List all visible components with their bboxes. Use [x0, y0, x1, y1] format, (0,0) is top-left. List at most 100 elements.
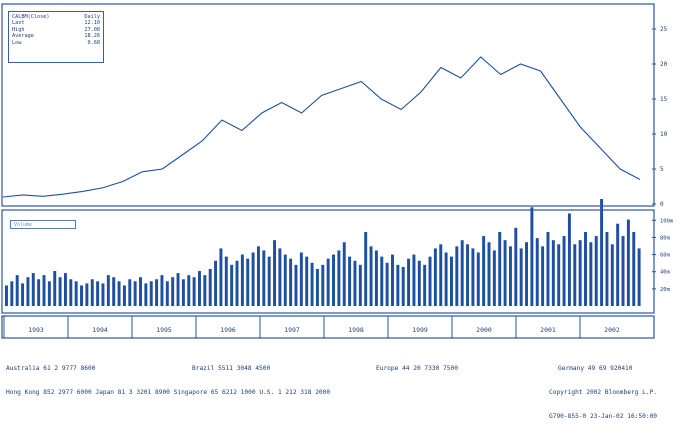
volume-bar	[374, 250, 378, 306]
footer-contact: Brazil 5511 3048 4500	[192, 365, 271, 372]
volume-bar	[476, 252, 480, 306]
volume-bar	[256, 246, 260, 306]
footer-contact: Germany 49 69 920410	[558, 365, 633, 372]
volume-bar	[203, 275, 207, 306]
volume-bar	[487, 242, 491, 306]
volume-bar	[198, 271, 201, 306]
volume-y-tick-label: 100m	[660, 218, 674, 224]
volume-bar	[90, 279, 94, 306]
volume-bar	[471, 248, 475, 306]
volume-bar	[535, 238, 539, 306]
volume-bar	[176, 273, 180, 306]
year-axis: 1993 1994 1995 1996 1997 1998 1999 2000 2001 2002	[3, 316, 620, 338]
volume-bar	[47, 281, 51, 306]
price-y-tick-label: 5	[660, 166, 664, 173]
volume-bar	[551, 240, 555, 306]
volume-bar	[278, 248, 282, 306]
volume-bar	[428, 256, 432, 306]
volume-bar	[112, 277, 116, 306]
volume-bar	[407, 258, 411, 306]
volume-bar	[289, 258, 293, 306]
volume-bar	[605, 231, 609, 306]
legend-row: Last 12.10	[12, 20, 100, 26]
volume-bar	[417, 260, 421, 306]
volume-bar	[449, 256, 453, 306]
volume-bar	[353, 260, 357, 306]
volume-bar	[224, 256, 228, 306]
volume-bar	[96, 281, 100, 306]
volume-bar	[498, 231, 502, 306]
volume-bar	[315, 268, 319, 306]
year-label: 1998	[348, 326, 364, 334]
legend-label: Last	[12, 20, 25, 27]
year-label: 2001	[540, 326, 556, 334]
legend-value: 12.10	[84, 20, 100, 27]
legend-label: High	[12, 26, 25, 33]
volume-bar	[117, 281, 121, 306]
volume-bar	[326, 258, 330, 306]
volume-bar	[122, 285, 126, 306]
volume-bar	[364, 231, 368, 306]
volume-bar	[128, 279, 132, 306]
volume-bar	[246, 258, 250, 306]
volume-bar	[321, 264, 325, 306]
volume-bar	[187, 275, 191, 306]
volume-bar	[299, 252, 303, 306]
volume-bar	[348, 256, 352, 306]
volume-y-tick-label: 20m	[660, 287, 671, 293]
volume-bar	[455, 246, 459, 306]
volume-bar	[31, 273, 35, 306]
price-panel-frame	[1, 3, 655, 207]
volume-bar	[610, 244, 614, 306]
volume-bar	[283, 254, 287, 306]
volume-bar	[133, 281, 137, 306]
volume-bar	[305, 256, 309, 306]
year-label: 1995	[156, 326, 172, 334]
volume-bar	[310, 262, 314, 306]
volume-bar	[508, 246, 512, 306]
footer-copyright: Copyright 2002 Bloomberg L.P.	[549, 389, 658, 396]
volume-bar	[557, 244, 561, 306]
volume-bar	[42, 275, 46, 306]
volume-bars	[5, 199, 641, 306]
volume-bar	[573, 244, 577, 306]
year-label: 1994	[92, 326, 108, 334]
price-y-tick-label: 0	[660, 201, 664, 208]
volume-bar	[594, 236, 598, 306]
volume-bar	[514, 227, 518, 306]
volume-bar	[262, 250, 266, 306]
volume-bar	[214, 260, 218, 306]
price-y-tick-label: 25	[660, 26, 668, 33]
volume-bar	[380, 256, 384, 306]
volume-bar	[503, 240, 507, 306]
volume-bar	[332, 254, 335, 306]
volume-bar	[149, 281, 153, 306]
legend-value: 18.26	[84, 33, 100, 40]
volume-bar	[358, 264, 362, 306]
volume-bar	[80, 285, 84, 306]
legend-label: CALBM(Close)	[12, 14, 50, 20]
footer-contact: Hong Kong 852 2977 6000 Japan 81 3 3201 …	[6, 389, 331, 396]
volume-bar	[139, 277, 142, 306]
legend-row: High 27.08	[12, 27, 100, 33]
volume-bar	[69, 279, 73, 306]
chart-legend: CALBM(Close) Daily Last 12.10 High 27.08 Av…	[8, 11, 104, 63]
volume-bar	[412, 254, 416, 306]
volume-bar	[444, 252, 448, 306]
volume-bar	[21, 283, 25, 306]
volume-panel-frame	[1, 209, 655, 314]
volume-bar	[219, 248, 223, 306]
volume-bar	[396, 264, 400, 306]
volume-bar	[562, 236, 566, 306]
volume-bar	[106, 275, 110, 306]
volume-bar	[546, 231, 550, 306]
legend-value: 0.68	[87, 39, 101, 46]
legend-label: Low	[12, 39, 22, 46]
volume-bar	[401, 266, 405, 306]
footer-contact: Europe 44 20 7330 7500	[376, 365, 458, 372]
volume-y-tick-label: 80m	[660, 235, 671, 241]
volume-bar	[230, 264, 234, 306]
volume-bar	[600, 199, 604, 306]
volume-bar	[525, 242, 528, 306]
volume-bar	[37, 279, 41, 306]
